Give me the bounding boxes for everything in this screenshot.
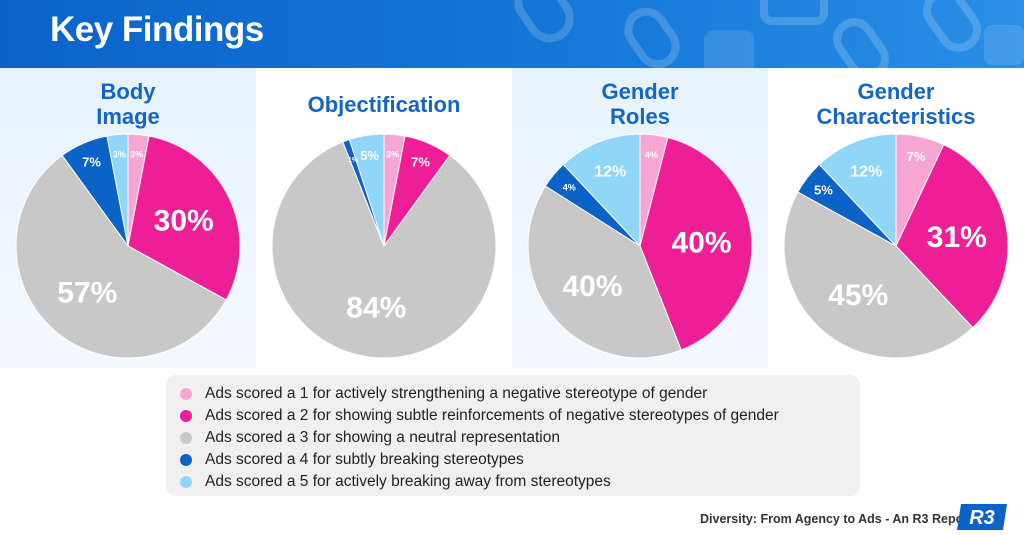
pie-label-score-3: 57% [57, 277, 117, 310]
legend: Ads scored a 1 for actively strengthenin… [166, 375, 860, 496]
legend-dot-score-1 [180, 388, 192, 400]
pie-slice-score-5 [106, 133, 129, 247]
chart-title-gender-roles: Gender Roles [601, 79, 679, 129]
pie-label-score-2: 40% [671, 227, 731, 260]
pie-label-score-5: 5% [360, 148, 379, 163]
pie-slice-score-3 [271, 141, 497, 359]
pie-slice-score-3 [15, 154, 227, 359]
pie-slice-score-2 [127, 135, 241, 301]
pie-label-score-1: 7% [907, 149, 926, 164]
pie-slice-score-2 [639, 136, 753, 351]
legend-label-score-4: Ads scored a 4 for subtly breaking stere… [205, 451, 524, 468]
pie-slice-score-2 [895, 143, 1009, 329]
pie-label-score-3: 40% [562, 270, 622, 303]
legend-item-score-2: Ads scored a 2 for showing subtle reinfo… [180, 405, 779, 427]
pie-label-score-2: 30% [154, 204, 214, 237]
legend-dot-score-3 [180, 432, 192, 444]
pie-label-score-5: 12% [594, 164, 626, 181]
legend-label-score-2: Ads scored a 2 for showing subtle reinfo… [205, 407, 779, 424]
pie-label-score-2: 31% [927, 221, 987, 254]
pie-slice-score-5 [562, 133, 641, 248]
logo-text: R3 [969, 507, 995, 529]
pie-label-score-4: 5% [814, 182, 833, 197]
legend-label-score-3: Ads scored a 3 for showing a neutral rep… [205, 429, 560, 446]
decorative-shapes-icon [514, 0, 1024, 68]
pie-label-score-5: 12% [850, 164, 882, 181]
legend-item-score-5: Ads scored a 5 for actively breaking awa… [180, 471, 611, 493]
pie-slice-score-3 [783, 191, 974, 359]
page-title: Key Findings [50, 10, 264, 49]
pie-chart-gender-roles: 4% 40% 40% 4% 12% [527, 133, 753, 359]
pie-label-score-1: 4% [645, 150, 658, 160]
pie-chart-body-image: 3% 30% 57% 7% 3% [15, 133, 241, 359]
pie-label-score-2: 7% [411, 154, 430, 169]
pie-label-score-3: 45% [828, 279, 888, 312]
footer-report-title: Diversity: From Agency to Ads - An R3 Re… [700, 512, 973, 526]
pie-label-score-4: 4% [563, 183, 576, 193]
pie-label-score-1: 3% [130, 150, 143, 160]
legend-item-score-1: Ads scored a 1 for actively strengthenin… [180, 383, 707, 405]
chart-title-gender-characteristics: Gender Characteristics [816, 79, 976, 129]
chart-title-body-image: Body Image [96, 79, 160, 129]
legend-label-score-5: Ads scored a 5 for actively breaking awa… [205, 473, 611, 490]
pie-label-score-5: 3% [113, 150, 126, 160]
pie-slice-score-3 [527, 185, 682, 359]
panel-gender-roles: Gender Roles 4% 40% 40% 4% 12% [512, 68, 768, 368]
r3-logo-icon: R3 [957, 504, 1007, 530]
panel-objectification: Objectification 3% 7% 84% 1% 5% [256, 68, 512, 368]
pie-chart-gender-characteristics: 7% 31% 45% 5% 12% [783, 133, 1009, 359]
legend-dot-score-4 [180, 454, 192, 466]
chart-title-objectification: Objectification [307, 91, 461, 117]
pie-label-score-3: 84% [346, 292, 406, 325]
legend-label-score-1: Ads scored a 1 for actively strengthenin… [205, 385, 708, 402]
pie-chart-objectification: 3% 7% 84% 1% 5% [271, 133, 497, 359]
legend-item-score-3: Ads scored a 3 for showing a neutral rep… [180, 427, 560, 449]
pie-label-score-4: 7% [82, 154, 101, 169]
panel-gender-characteristics: Gender Characteristics 7% 31% 45% 5% 12% [768, 68, 1024, 368]
header-banner: Key Findings [0, 0, 1024, 68]
legend-dot-score-2 [180, 410, 192, 422]
pie-slice-score-5 [818, 133, 897, 248]
panel-body-image: Body Image 3% 30% 57% 7% 3% [0, 68, 256, 368]
legend-item-score-4: Ads scored a 4 for subtly breaking stere… [180, 449, 524, 471]
pie-label-score-4: 1% [348, 157, 359, 164]
legend-dot-score-5 [180, 476, 192, 488]
pie-label-score-1: 3% [386, 150, 399, 160]
pie-slice-score-5 [348, 133, 385, 247]
